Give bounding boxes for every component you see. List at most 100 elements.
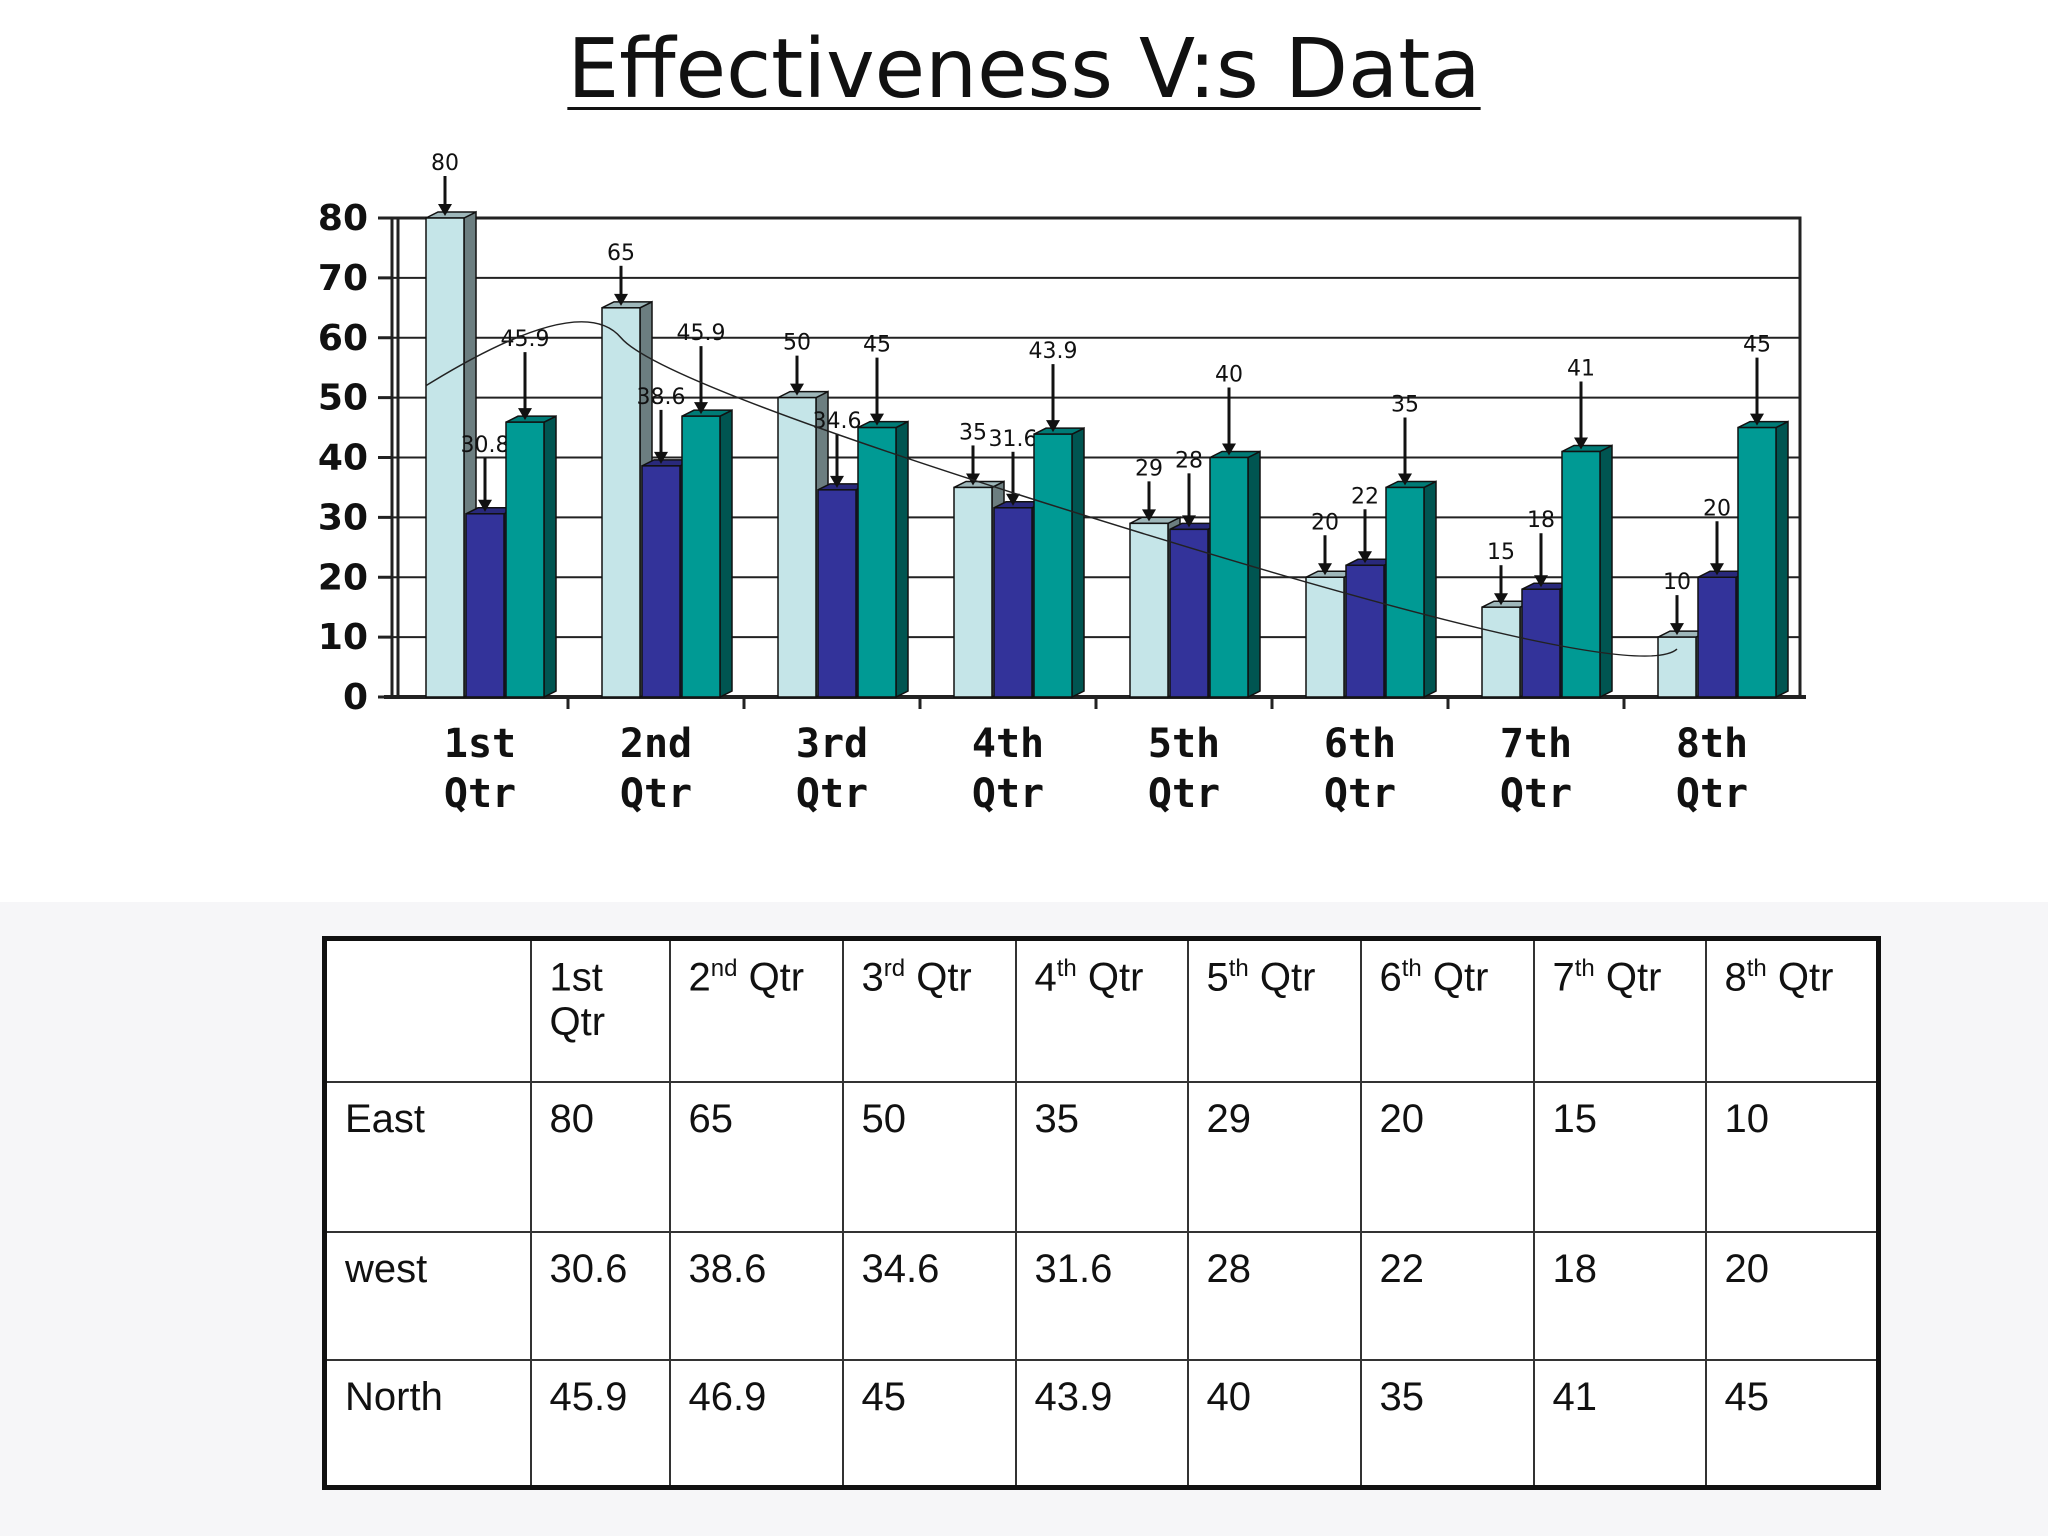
bar [1345,564,1385,698]
table-cell: 38.6 [668,1230,844,1361]
table-cell: 65 [668,1080,844,1233]
label-arrowhead [1710,563,1724,576]
data-label: 65 [607,241,635,266]
data-label: 35 [959,420,987,445]
table-cell: 45.9 [529,1358,671,1489]
table-cell: 40 [1186,1358,1362,1489]
bar [1385,486,1425,698]
y-tick-label: 80 [318,198,368,239]
bar-side [1247,450,1261,699]
x-category-label: Qtr [972,771,1044,817]
label-arrowhead [1358,551,1372,564]
bar-side [1423,480,1437,699]
table-cell: 29 [1186,1080,1362,1233]
y-tick-label: 30 [318,497,368,538]
table-cell: 31.6 [1014,1230,1189,1361]
table-row-north: North 45.9 46.9 45 43.9 40 35 41 45 [323,1358,1880,1489]
y-tick-label: 10 [318,617,368,658]
x-category-label: Qtr [796,771,868,817]
label-arrowhead [1750,413,1764,426]
bar [817,489,857,698]
data-label: 29 [1135,456,1163,481]
table-col-header: 5th Qtr [1186,937,1362,1083]
slide-title: Effectiveness V:s Data [0,22,2048,117]
label-arrowhead [518,408,532,421]
label-arrowhead [790,383,804,396]
data-label: 41 [1567,357,1595,382]
data-label: 28 [1175,448,1203,473]
x-category-label: Qtr [444,771,516,817]
x-category-label: 4th [972,721,1044,767]
bar [1737,426,1777,698]
x-category-label: 6th [1324,721,1396,767]
label-arrowhead [830,475,844,488]
slide-title-text: Effectiveness V:s Data [567,22,1481,117]
label-arrowhead [1222,443,1236,456]
data-label: 80 [431,151,459,176]
bar [857,426,897,698]
data-label: 31.6 [989,427,1038,452]
trendline [425,321,1678,657]
bar-side [895,420,909,699]
y-tick-label: 60 [318,318,368,359]
table-row-label: North [323,1358,532,1489]
data-table: 1st Qtr 2nd Qtr 3rd Qtr 4th Qtr 5th Qtr … [322,936,1881,1490]
y-tick-label: 70 [318,258,368,299]
bar [1209,456,1249,698]
label-arrowhead [1142,509,1156,522]
y-tick-label: 20 [318,557,368,598]
bar-side [543,414,557,699]
label-arrowhead [1574,437,1588,450]
label-arrowhead [478,499,492,512]
table-row-label: East [323,1080,532,1233]
data-label: 15 [1487,540,1515,565]
y-tick-label: 40 [318,438,368,479]
bar [1561,450,1601,698]
label-arrowhead [1494,593,1508,606]
label-arrowhead [1318,563,1332,576]
x-category-label: 1st [444,721,516,767]
bar [993,507,1033,698]
data-label: 20 [1703,496,1731,521]
bar [1481,606,1521,698]
table-cell: 30.6 [529,1230,671,1361]
data-label: 45 [863,333,891,358]
table-corner-cell [323,937,532,1083]
bar [777,396,817,698]
table-cell: 34.6 [841,1230,1017,1361]
label-arrowhead [694,402,708,415]
y-tick-label: 0 [343,677,368,718]
table-cell: 46.9 [668,1358,844,1489]
x-category-label: Qtr [1324,771,1396,817]
table-cell: 22 [1359,1230,1535,1361]
label-arrowhead [870,413,884,426]
table-cell: 45 [841,1358,1017,1489]
bar [641,465,681,698]
table-header-row: 1st Qtr 2nd Qtr 3rd Qtr 4th Qtr 5th Qtr … [323,937,1880,1083]
bar [1129,522,1169,698]
x-category-label: Qtr [1500,771,1572,817]
label-arrowhead [1006,493,1020,506]
table-cell: 18 [1532,1230,1707,1361]
bar-side [1071,426,1085,699]
table-cell: 28 [1186,1230,1362,1361]
bar-chart: 010203040506070808030.845.91stQtr6538.64… [318,151,1806,817]
data-label: 45.9 [501,327,550,352]
table-cell: 35 [1359,1358,1535,1489]
bar-side [1775,420,1789,699]
table-cell: 15 [1532,1080,1707,1233]
bar [465,513,505,698]
data-label: 50 [783,331,811,356]
bar [953,486,993,698]
bar [1697,576,1737,698]
data-label: 18 [1527,508,1555,533]
label-arrowhead [1398,473,1412,486]
label-arrowhead [614,293,628,306]
x-category-label: 7th [1500,721,1572,767]
table-row-west: west 30.6 38.6 34.6 31.6 28 22 18 20 [323,1230,1880,1361]
label-arrowhead [654,451,668,464]
data-label: 45.9 [677,321,726,346]
table-col-header: 1st Qtr [529,937,671,1083]
data-label: 40 [1215,363,1243,388]
data-label: 20 [1311,510,1339,535]
